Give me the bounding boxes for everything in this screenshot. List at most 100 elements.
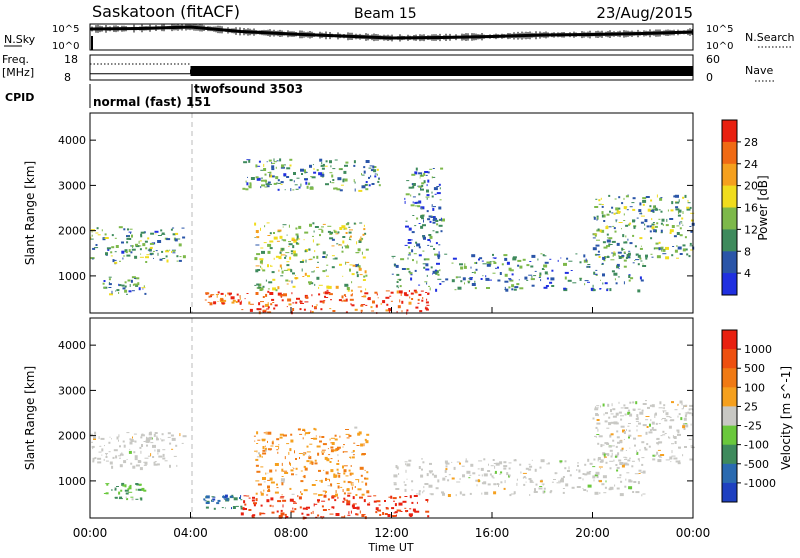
scatter-cell: [270, 175, 275, 178]
scatter-cell: [420, 214, 425, 217]
nave-label: Nave: [745, 64, 773, 77]
scatter-cell: [315, 480, 318, 481]
scatter-cell: [337, 454, 339, 457]
scatter-cell: [376, 500, 381, 503]
scatter-cell: [254, 237, 256, 238]
scatter-cell: [170, 434, 174, 437]
scatter-cell: [313, 168, 315, 170]
scatter-cell: [125, 496, 127, 499]
scatter-cell: [432, 270, 436, 274]
scatter-cell: [654, 205, 656, 208]
scatter-cell: [115, 245, 119, 248]
scatter-cell: [205, 496, 207, 499]
scatter-cell: [283, 239, 287, 242]
scatter-cell: [341, 516, 346, 518]
scatter-cell: [270, 265, 273, 267]
scatter-cell: [657, 449, 661, 451]
scatter-cell: [622, 234, 625, 238]
scatter-cell: [662, 434, 666, 436]
scatter-cell: [92, 257, 94, 260]
scatter-cell: [260, 265, 262, 268]
scatter-cell: [422, 263, 426, 265]
scatter-cell: [679, 227, 682, 230]
scatter-cell: [162, 457, 166, 460]
scatter-cell: [380, 302, 382, 305]
scatter-cell: [149, 252, 154, 255]
velocity-colorbar-frame: [721, 329, 738, 503]
scatter-cell: [294, 508, 297, 511]
scatter-cell: [644, 219, 648, 223]
scatter-cell: [95, 232, 99, 234]
cpid-label: CPID: [5, 91, 34, 104]
scatter-cell: [108, 283, 112, 286]
scatter-cell: [120, 489, 123, 492]
scatter-cell: [442, 477, 446, 481]
scatter-cell: [321, 505, 324, 508]
scatter-cell: [665, 256, 670, 260]
scatter-cell: [617, 441, 620, 444]
scatter-cell: [309, 431, 311, 433]
scatter-cell: [393, 264, 396, 266]
scatter-cell: [427, 515, 430, 518]
scatter-cell: [426, 189, 429, 193]
scatter-cell: [560, 477, 564, 480]
scatter-cell: [593, 271, 596, 275]
scatter-cell: [332, 168, 336, 170]
scatter-cell: [303, 308, 306, 311]
scatter-cell: [636, 450, 638, 454]
scatter-cell: [306, 445, 309, 448]
scatter-cell: [372, 165, 375, 169]
scatter-cell: [577, 462, 579, 464]
scatter-cell: [671, 450, 673, 454]
scatter-cell: [343, 228, 346, 230]
scatter-cell: [651, 218, 653, 221]
scatter-cell: [441, 281, 445, 283]
scatter-cell: [346, 261, 350, 263]
scatter-cell: [123, 255, 126, 257]
scatter-cell: [365, 477, 369, 480]
scatter-cell: [481, 260, 484, 262]
scatter-cell: [414, 225, 417, 227]
scatter-cell: [296, 297, 300, 300]
y-tick-label: 3000: [58, 179, 86, 192]
scatter-cell: [258, 160, 261, 163]
scatter-cell: [121, 482, 125, 486]
scatter-cell: [322, 223, 326, 225]
scatter-cell: [627, 411, 631, 415]
scatter-cell: [464, 282, 465, 285]
scatter-cell: [422, 461, 425, 464]
scatter-cell: [683, 428, 686, 430]
scatter-cell: [172, 249, 176, 252]
scatter-cell: [314, 283, 316, 286]
scatter-cell: [295, 188, 299, 190]
scatter-cell: [303, 453, 306, 455]
scatter-cell: [123, 444, 126, 448]
scatter-cell: [325, 160, 328, 163]
scatter-cell: [563, 262, 567, 266]
scatter-cell: [292, 501, 296, 502]
scatter-cell: [596, 422, 601, 425]
sky-noise-frame: [89, 23, 694, 51]
colorbar-swatch: [722, 330, 737, 350]
scatter-cell: [508, 462, 512, 464]
scatter-cell: [627, 425, 630, 427]
scatter-cell: [447, 494, 451, 497]
scatter-cell: [269, 477, 273, 481]
scatter-cell: [688, 408, 691, 411]
scatter-cell: [670, 419, 675, 422]
scatter-cell: [267, 181, 271, 184]
scatter-cell: [658, 241, 661, 244]
scatter-cell: [140, 450, 142, 454]
scatter-cell: [481, 474, 483, 477]
scatter-cell: [675, 208, 680, 211]
scatter-cell: [208, 295, 211, 298]
scatter-cell: [650, 237, 653, 240]
scatter-cell: [130, 439, 134, 442]
scatter-cell: [293, 502, 297, 504]
scatter-cell: [623, 241, 628, 244]
scatter-cell: [615, 422, 619, 425]
scatter-cell: [649, 225, 652, 228]
scatter-cell: [533, 275, 537, 277]
scatter-cell: [105, 456, 108, 458]
